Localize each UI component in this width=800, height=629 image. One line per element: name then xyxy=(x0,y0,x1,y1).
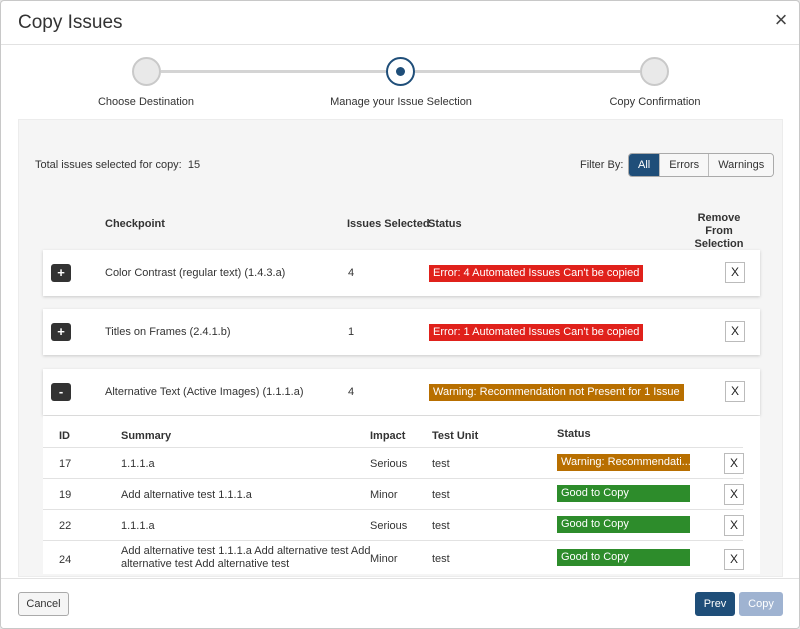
table-row: 24 Add alternative test 1.1.1.a Add alte… xyxy=(43,540,744,574)
table-row: 17 1.1.1.a Serious test Warning: Recomme… xyxy=(43,447,744,478)
prev-button[interactable]: Prev xyxy=(695,592,735,616)
table-row: 22 1.1.1.a Serious test Good to Copy X xyxy=(43,509,744,540)
checkpoint-row: + Color Contrast (regular text) (1.4.3.a… xyxy=(43,250,760,296)
step-3-label: Copy Confirmation xyxy=(609,96,701,108)
checkpoint-issue-count: 1 xyxy=(348,326,355,338)
column-header-checkpoint: Checkpoint xyxy=(105,218,165,230)
dialog-title: Copy Issues xyxy=(18,12,123,33)
issue-impact: Minor xyxy=(370,489,398,501)
cancel-button[interactable]: Cancel xyxy=(18,592,69,616)
column-header-remove-line1: Remove From xyxy=(697,212,741,237)
sub-header-summary: Summary xyxy=(121,430,172,442)
dialog-header: Copy Issues × xyxy=(1,1,799,45)
issue-impact: Minor xyxy=(370,553,398,565)
filter-all-button[interactable]: All xyxy=(629,154,660,176)
copy-button[interactable]: Copy xyxy=(739,592,783,616)
issue-summary: Add alternative test 1.1.1.a Add alterna… xyxy=(121,545,371,571)
issue-status-badge: Good to Copy xyxy=(557,549,690,566)
progress-stepper: Choose Destination Manage your Issue Sel… xyxy=(1,45,799,115)
issue-id: 24 xyxy=(59,554,72,566)
sub-header-id: ID xyxy=(59,430,70,442)
checkpoint-name: Titles on Frames (2.4.1.b) xyxy=(105,326,231,338)
filter-button-group: All Errors Warnings xyxy=(628,153,775,177)
issue-id: 17 xyxy=(59,458,72,470)
issue-test-unit: test xyxy=(432,520,450,532)
column-header-remove: Remove From Selection xyxy=(685,212,753,251)
status-badge: Error: 1 Automated Issues Can't be copie… xyxy=(429,324,644,341)
step-connector xyxy=(161,70,386,73)
issue-selection-panel: Total issues selected for copy: 15 Filte… xyxy=(18,119,783,577)
step-1-circle[interactable] xyxy=(132,57,161,86)
close-icon[interactable]: × xyxy=(774,7,788,32)
issue-test-unit: test xyxy=(432,553,450,565)
issue-id: 19 xyxy=(59,489,72,501)
checkpoint-row-expanded: - Alternative Text (Active Images) (1.1.… xyxy=(43,369,760,415)
status-badge: Warning: Recommendation not Present for … xyxy=(429,384,684,401)
step-3-circle[interactable] xyxy=(640,57,669,86)
checkpoint-name: Alternative Text (Active Images) (1.1.1.… xyxy=(105,386,304,398)
issue-id: 22 xyxy=(59,520,72,532)
issue-impact: Serious xyxy=(370,520,408,532)
filter-warnings-button[interactable]: Warnings xyxy=(708,154,774,176)
filter-errors-button[interactable]: Errors xyxy=(659,154,709,176)
column-header-issues-selected: Issues Selected xyxy=(347,218,430,230)
issue-summary-line1: Add alternative test 1.1.1.a Add alterna… xyxy=(121,545,371,557)
total-selected-value: 15 xyxy=(187,159,201,171)
column-header-status: Status xyxy=(428,218,462,230)
remove-checkpoint-button[interactable]: X xyxy=(725,262,745,283)
total-selected-label: Total issues selected for copy: xyxy=(35,159,182,171)
table-row: 19 Add alternative test 1.1.1.a Minor te… xyxy=(43,478,744,509)
remove-checkpoint-button[interactable]: X xyxy=(725,321,745,342)
issue-status-badge: Good to Copy xyxy=(557,485,690,502)
step-connector xyxy=(415,70,640,73)
remove-checkpoint-button[interactable]: X xyxy=(725,381,745,402)
total-selected-text: Total issues selected for copy: 15 xyxy=(35,159,200,171)
issue-detail-table: ID Summary Impact Test Unit Status 17 1.… xyxy=(43,416,760,574)
expand-button[interactable]: + xyxy=(51,264,71,282)
remove-issue-button[interactable]: X xyxy=(724,453,744,474)
remove-issue-button[interactable]: X xyxy=(724,484,744,505)
sub-header-impact: Impact xyxy=(370,430,406,442)
sub-header-status: Status xyxy=(557,428,591,440)
remove-issue-button[interactable]: X xyxy=(724,549,744,570)
issue-summary: Add alternative test 1.1.1.a xyxy=(121,489,252,501)
checkpoint-issue-count: 4 xyxy=(348,267,355,279)
issue-summary: 1.1.1.a xyxy=(121,520,155,532)
step-1-label: Choose Destination xyxy=(97,96,195,108)
issue-summary: 1.1.1.a xyxy=(121,458,155,470)
filter-label: Filter By: xyxy=(580,159,624,171)
checkpoint-name: Color Contrast (regular text) (1.4.3.a) xyxy=(105,267,286,279)
expand-button[interactable]: + xyxy=(51,323,71,341)
issue-test-unit: test xyxy=(432,489,450,501)
issue-status-badge: Warning: Recommendati... xyxy=(557,454,690,471)
issue-status-badge: Good to Copy xyxy=(557,516,690,533)
step-2-label: Manage your Issue Selection xyxy=(330,96,472,108)
checkpoint-row: + Titles on Frames (2.4.1.b) 1 Error: 1 … xyxy=(43,309,760,355)
sub-header-test-unit: Test Unit xyxy=(432,430,479,442)
step-2-circle[interactable] xyxy=(386,57,415,86)
checkpoint-issue-count: 4 xyxy=(348,386,355,398)
collapse-button[interactable]: - xyxy=(51,383,71,401)
dialog-footer: Cancel Prev Copy xyxy=(1,578,799,628)
status-badge: Error: 4 Automated Issues Can't be copie… xyxy=(429,265,644,282)
column-header-remove-line2: Selection xyxy=(694,238,744,250)
issue-summary-line2: alternative test Add alternative test xyxy=(121,558,290,570)
issue-impact: Serious xyxy=(370,458,408,470)
remove-issue-button[interactable]: X xyxy=(724,515,744,536)
issue-test-unit: test xyxy=(432,458,450,470)
